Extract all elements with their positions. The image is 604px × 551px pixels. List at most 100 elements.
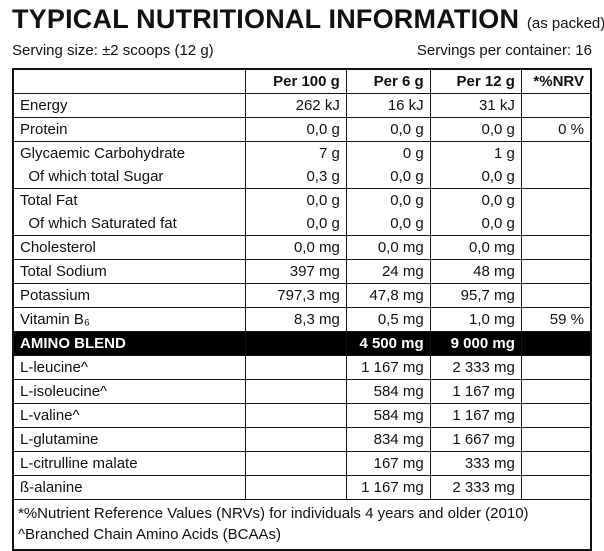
value-cell bbox=[244, 427, 347, 452]
value-cell bbox=[244, 403, 347, 428]
value-cell: 0,0 g 0,0 g bbox=[244, 188, 347, 236]
nutrition-table: Per 100 g Per 6 g Per 12 g *%NRV Energy 262 … bbox=[12, 68, 592, 551]
cell-line: 1,0 mg bbox=[469, 311, 515, 328]
value-cell bbox=[520, 331, 592, 356]
cell-line: Of which total Sugar bbox=[20, 168, 164, 185]
row-group: Energy 262 kJ 16 kJ 31 kJ bbox=[12, 93, 592, 118]
cell-line: 0,0 g bbox=[390, 215, 424, 232]
value-cell: 9 000 mg bbox=[429, 331, 522, 356]
value-cell: 584 mg bbox=[345, 403, 431, 428]
cell-line: 0,0 g bbox=[481, 168, 515, 185]
cell-line: Of which Saturated fat bbox=[20, 215, 177, 232]
value-cell bbox=[520, 141, 592, 189]
value-cell bbox=[244, 475, 347, 500]
row-group: L-leucine^ 1 167 mg 2 333 mg bbox=[12, 355, 592, 380]
cell-line: Potassium bbox=[20, 287, 91, 304]
cell-line: Total Sodium bbox=[20, 263, 107, 280]
row-group: L-valine^ 584 mg 1 167 mg bbox=[12, 403, 592, 428]
cell-line bbox=[252, 404, 340, 427]
label-cell: L-valine^ bbox=[12, 403, 246, 428]
value-cell: 0,0 g bbox=[429, 117, 522, 142]
label-cell: AMINO BLEND bbox=[12, 331, 246, 356]
value-cell: 1 g 0,0 g bbox=[429, 141, 522, 189]
label-cell: Cholesterol bbox=[12, 235, 246, 260]
column-header: Per 12 g bbox=[429, 68, 522, 94]
value-cell bbox=[520, 451, 592, 476]
cell-line: 397 mg bbox=[289, 263, 340, 280]
cell-line bbox=[528, 189, 584, 212]
row-group: Total Fat Of which Saturated fat 0,0 g 0,0… bbox=[12, 188, 592, 236]
cell-line: 48 mg bbox=[473, 263, 515, 280]
cell-line: Energy bbox=[20, 97, 68, 114]
cell-line: L-valine^ bbox=[20, 407, 80, 424]
label-cell: Glycaemic Carbohydrate Of which total Su… bbox=[12, 141, 246, 189]
cell-line: 1 167 mg bbox=[361, 479, 424, 496]
label-cell: L-citrulline malate bbox=[12, 451, 246, 476]
cell-line: 0,0 mg bbox=[377, 239, 424, 256]
label-cell: L-isoleucine^ bbox=[12, 379, 246, 404]
row-group: Vitamin B₆ 8,3 mg 0,5 mg 1,0 mg 59 % bbox=[12, 307, 592, 332]
value-cell: 59 % bbox=[520, 307, 592, 332]
serving-size: Serving size: ±2 scoops (12 g) bbox=[12, 42, 214, 59]
cell-line: L-citrulline malate bbox=[20, 455, 138, 472]
value-cell bbox=[520, 259, 592, 284]
cell-line: 24 mg bbox=[381, 263, 424, 280]
cell-line: 4 500 mg bbox=[359, 335, 424, 352]
cell-line: 0,0 g bbox=[306, 192, 340, 209]
cell-line: 834 mg bbox=[373, 431, 424, 448]
cell-line bbox=[252, 380, 340, 403]
column-header: Per 100 g bbox=[244, 68, 347, 94]
value-cell bbox=[520, 283, 592, 308]
column-header: *%NRV bbox=[520, 68, 592, 94]
value-cell: 584 mg bbox=[345, 379, 431, 404]
cell-line: Glycaemic Carbohydrate bbox=[20, 145, 186, 162]
cell-line: 31 kJ bbox=[479, 97, 515, 114]
row-group: ß-alanine 1 167 mg 2 333 mg bbox=[12, 475, 592, 500]
row-group: Protein 0,0 g 0,0 g 0,0 g 0 % bbox=[12, 117, 592, 142]
value-cell: 0 % bbox=[520, 117, 592, 142]
value-cell: 0,0 mg bbox=[244, 235, 347, 260]
value-cell: 2 333 mg bbox=[429, 355, 522, 380]
table-body: Energy 262 kJ 16 kJ 31 kJ Protein 0,0 g 0,0 g… bbox=[12, 93, 592, 500]
cell-line: 262 kJ bbox=[295, 97, 340, 114]
cell-line bbox=[528, 94, 584, 117]
footnote-row: *%Nutrient Reference Values (NRVs) for i… bbox=[12, 499, 592, 551]
row-group: Cholesterol 0,0 mg 0,0 mg 0,0 mg bbox=[12, 235, 592, 260]
value-cell bbox=[244, 451, 347, 476]
value-cell: 8,3 mg bbox=[244, 307, 347, 332]
cell-line: 584 mg bbox=[373, 407, 424, 424]
value-cell: 47,8 mg bbox=[345, 283, 431, 308]
cell-line: Protein bbox=[20, 121, 68, 138]
cell-line: 1 167 mg bbox=[452, 383, 515, 400]
cell-line: 7 g bbox=[318, 145, 340, 162]
cell-line: L-glutamine bbox=[20, 431, 99, 448]
value-cell: 0,0 g 0,0 g bbox=[345, 188, 431, 236]
value-cell bbox=[520, 355, 592, 380]
value-cell bbox=[520, 93, 592, 118]
cell-line: 0,0 g bbox=[481, 121, 515, 138]
value-cell bbox=[520, 235, 592, 260]
value-cell: 1 667 mg bbox=[429, 427, 522, 452]
cell-line: 0,0 g bbox=[306, 215, 340, 232]
value-cell: 0,0 mg bbox=[429, 235, 522, 260]
cell-line: L-leucine^ bbox=[20, 359, 88, 376]
cell-line: 1 167 mg bbox=[361, 359, 424, 376]
value-cell: 167 mg bbox=[345, 451, 431, 476]
cell-line bbox=[528, 260, 584, 283]
value-cell: 834 mg bbox=[345, 427, 431, 452]
cell-line: 0,5 mg bbox=[377, 311, 424, 328]
label-cell: ß-alanine bbox=[12, 475, 246, 500]
cell-line bbox=[528, 380, 584, 403]
value-cell: 1 167 mg bbox=[429, 403, 522, 428]
cell-line bbox=[528, 476, 584, 499]
cell-line: 9 000 mg bbox=[450, 335, 515, 352]
label-cell: Potassium bbox=[12, 283, 246, 308]
value-cell: 1,0 mg bbox=[429, 307, 522, 332]
cell-line: AMINO BLEND bbox=[20, 335, 126, 352]
value-cell: 48 mg bbox=[429, 259, 522, 284]
value-cell: 24 mg bbox=[345, 259, 431, 284]
cell-line: 797,3 mg bbox=[277, 287, 340, 304]
cell-line: ß-alanine bbox=[20, 479, 83, 496]
cell-line bbox=[252, 476, 340, 499]
